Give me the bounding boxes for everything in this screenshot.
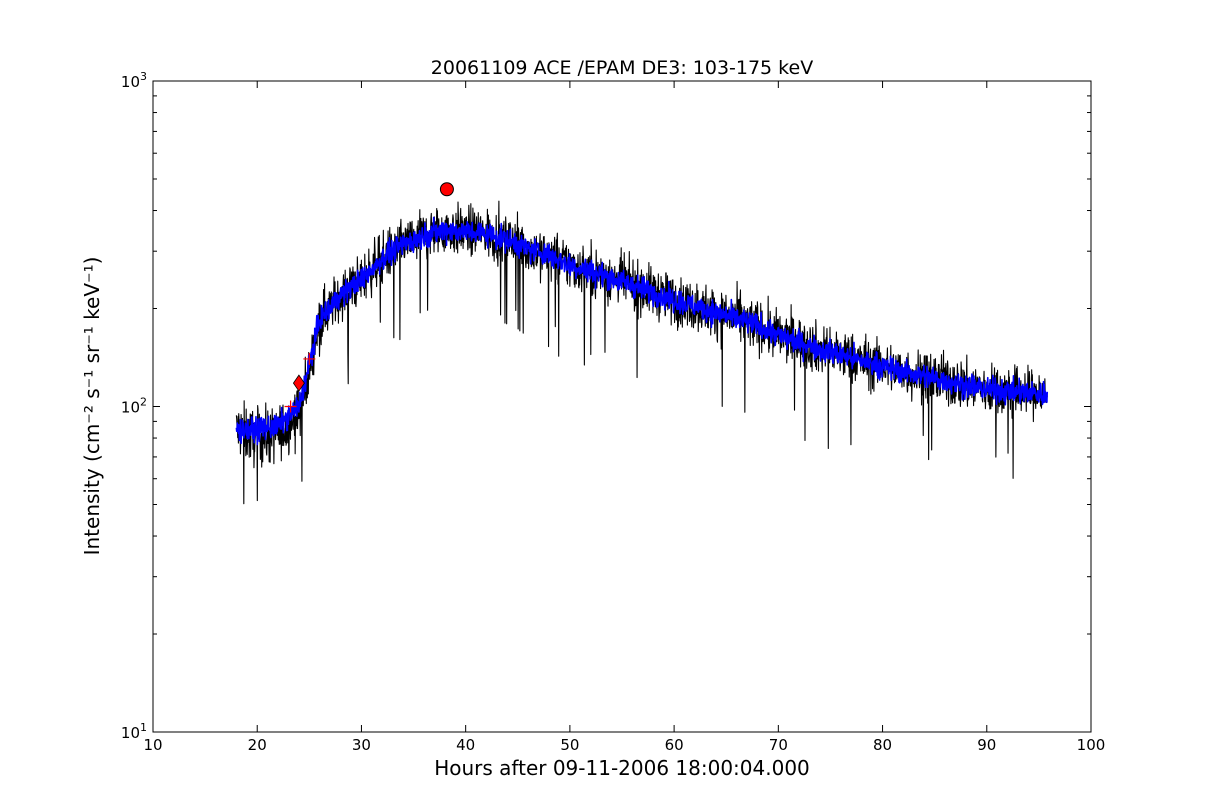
y-tick-label-exponent: 2: [140, 396, 147, 409]
series-intensity-black: [235, 200, 1048, 505]
x-tick-label: 70: [769, 736, 788, 754]
ticks-layer: [152, 80, 1092, 733]
y-tick-label-base: 10: [121, 73, 140, 91]
y-axis-label: Intensity (cm⁻² s⁻¹ sr⁻¹ keV⁻¹): [80, 257, 104, 556]
data-layer: [235, 182, 1049, 505]
y-tick-label: 103: [121, 70, 147, 91]
x-tick-label: 20: [248, 736, 267, 754]
y-tick-label-exponent: 3: [140, 70, 147, 83]
marker-plus-3: [303, 352, 316, 365]
y-tick-label: 102: [121, 396, 147, 417]
x-tick-label: 80: [873, 736, 892, 754]
x-axis-label: Hours after 09-11-2006 18:00:04.000: [434, 756, 810, 780]
x-tick-label: 100: [1077, 736, 1106, 754]
marker-circle: [439, 182, 454, 197]
y-tick-label: 101: [121, 721, 147, 742]
x-tick-label: 40: [456, 736, 475, 754]
x-tick-label: 90: [977, 736, 996, 754]
chart-title: 20061109 ACE /EPAM DE3: 103-175 keV: [431, 57, 813, 79]
marker-diamond: [292, 374, 305, 392]
y-tick-label-exponent: 1: [140, 721, 147, 734]
marker-plus-2: [284, 400, 297, 413]
y-tick-label-base: 10: [121, 399, 140, 417]
x-tick-label: 30: [352, 736, 371, 754]
x-tick-label: 10: [143, 736, 162, 754]
y-tick-label-base: 10: [121, 724, 140, 742]
x-tick-label: 50: [560, 736, 579, 754]
series-intensity-blue: [235, 216, 1049, 446]
x-tick-label: 60: [665, 736, 684, 754]
